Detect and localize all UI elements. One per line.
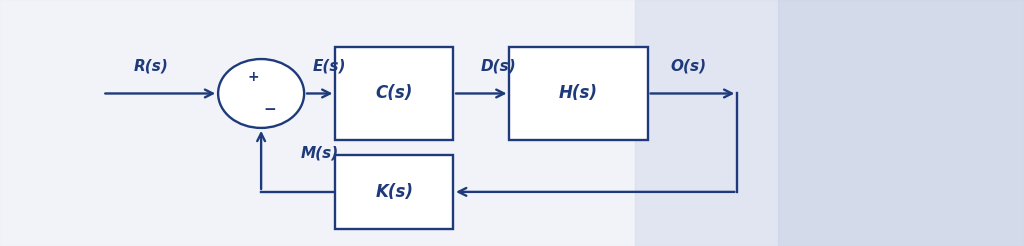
Text: +: +	[247, 71, 259, 84]
FancyBboxPatch shape	[509, 47, 647, 140]
Text: D(s): D(s)	[481, 59, 516, 74]
Text: M(s): M(s)	[300, 145, 339, 160]
FancyBboxPatch shape	[336, 47, 453, 140]
Text: O(s): O(s)	[670, 59, 707, 74]
Text: R(s): R(s)	[134, 59, 169, 74]
Text: H(s): H(s)	[559, 84, 598, 103]
FancyBboxPatch shape	[336, 155, 453, 229]
Ellipse shape	[218, 59, 304, 128]
Text: E(s): E(s)	[313, 59, 346, 74]
Text: K(s): K(s)	[375, 183, 414, 201]
Bar	[635, 0, 1024, 246]
Text: C(s): C(s)	[376, 84, 413, 103]
Text: −: −	[263, 102, 275, 117]
Bar	[778, 0, 1024, 246]
